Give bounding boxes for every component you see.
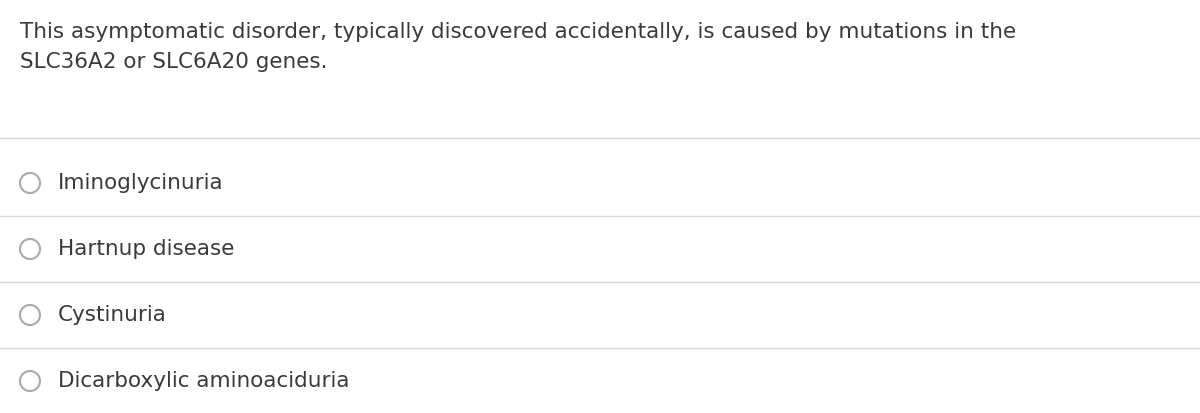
Text: Cystinuria: Cystinuria (58, 305, 167, 325)
Text: Dicarboxylic aminoaciduria: Dicarboxylic aminoaciduria (58, 371, 349, 391)
Text: Iminoglycinuria: Iminoglycinuria (58, 173, 223, 193)
Text: Hartnup disease: Hartnup disease (58, 239, 234, 259)
Text: This asymptomatic disorder, typically discovered accidentally, is caused by muta: This asymptomatic disorder, typically di… (20, 22, 1016, 42)
Text: SLC36A2 or SLC6A20 genes.: SLC36A2 or SLC6A20 genes. (20, 52, 328, 72)
